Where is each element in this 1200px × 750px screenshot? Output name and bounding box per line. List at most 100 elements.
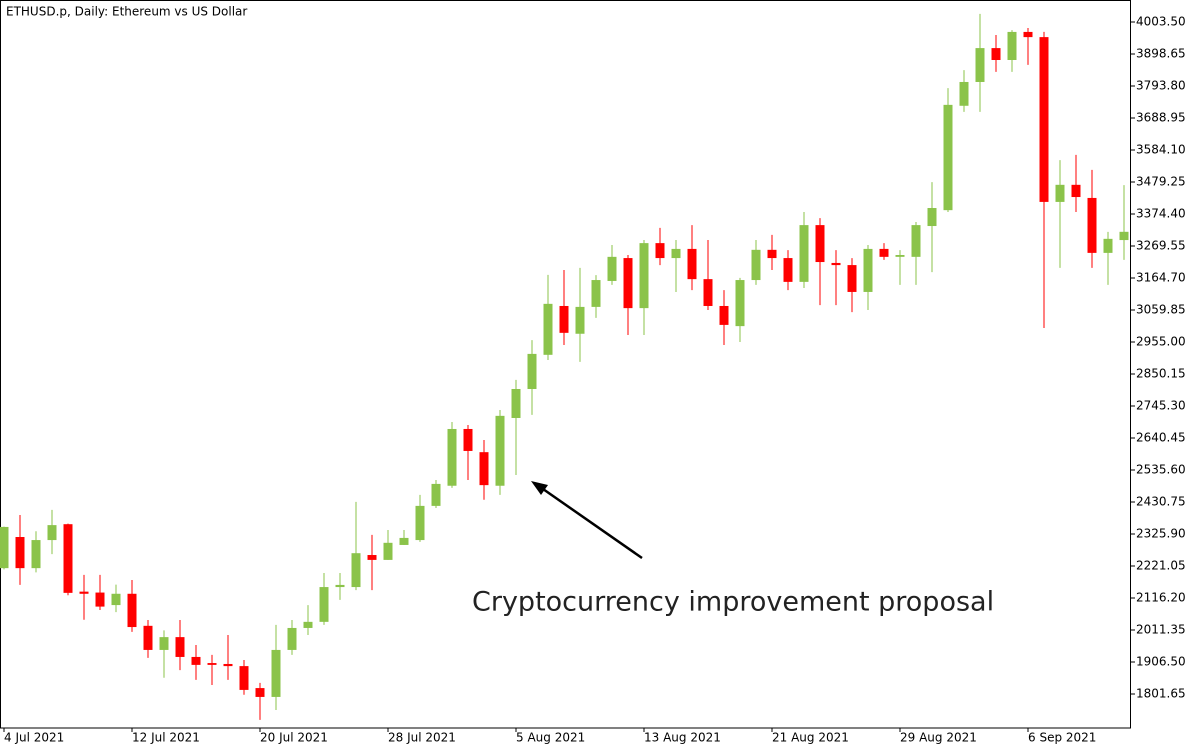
candle-body [735,280,745,327]
candle-body [63,524,73,593]
candle-body [623,258,633,309]
candle-body [847,265,857,292]
plot-frame [0,0,1131,729]
candle-body [367,555,377,560]
y-tick-label: 3479.25 [1136,175,1186,189]
arrow-head [531,481,548,495]
candle-body [1119,231,1129,241]
x-tick-label: 4 Jul 2021 [4,731,64,745]
candle-body [687,248,697,280]
y-tick-label: 2535.60 [1136,462,1186,476]
candle-body [591,280,601,307]
x-tick-label: 5 Aug 2021 [516,731,585,745]
y-tick-label: 2955.00 [1136,334,1186,348]
candle-body [31,540,41,569]
candle-body [143,625,153,650]
candle-body [975,48,985,82]
candle-body [783,258,793,282]
candle-body [79,591,89,594]
y-tick-label: 3164.70 [1136,270,1186,284]
y-tick-label: 3793.80 [1136,79,1186,93]
y-tick-label: 4003.50 [1136,15,1186,29]
candle-body [575,306,585,334]
candle-body [495,415,505,486]
y-tick-label: 3688.95 [1136,111,1186,125]
candle-body [511,388,521,418]
candle-body [815,225,825,263]
y-tick-label: 2745.30 [1136,398,1186,412]
candle-body [911,225,921,257]
candle-body [399,537,409,545]
y-tick-label: 2221.05 [1136,558,1186,572]
candle-body [287,627,297,650]
candle-body [671,248,681,259]
candle-body [527,353,537,389]
candle-body [0,526,9,569]
x-tick-label: 29 Aug 2021 [900,731,977,745]
candle-body [799,225,809,282]
candle-body [271,649,281,697]
candle-body [863,248,873,292]
candle-body [111,593,121,606]
candle-body [991,48,1001,61]
candle-body [319,587,329,622]
candle-body [47,525,57,541]
candle-body [1023,31,1033,38]
candle-body [351,553,361,588]
x-tick-label: 28 Jul 2021 [388,731,456,745]
candle-body [127,593,137,628]
x-tick-label: 6 Sep 2021 [1028,731,1096,745]
y-tick-label: 2430.75 [1136,494,1186,508]
annotation: Cryptocurrency improvement proposal [472,587,994,618]
candle-body [175,637,185,657]
candle-body [207,663,217,665]
y-tick-label: 2116.20 [1136,590,1186,604]
candle-body [1055,184,1065,202]
y-tick-label: 3059.85 [1136,302,1186,316]
chart-title: ETHUSD.p, Daily: Ethereum vs US Dollar [6,5,247,19]
y-tick-label: 2011.35 [1136,622,1186,636]
candle-body [1007,31,1017,61]
candle-body [479,452,489,486]
candle-body [95,592,105,607]
candle-body [255,688,265,697]
x-tick-label: 20 Jul 2021 [260,731,328,745]
candle-body [447,428,457,486]
candle-body [751,249,761,281]
y-tick-label: 2850.15 [1136,366,1186,380]
candle-body [191,656,201,665]
x-tick-label: 13 Aug 2021 [644,731,721,745]
candle-body [1087,197,1097,253]
candle-body [335,584,345,588]
candle-body [15,537,25,569]
candle-body [1103,238,1113,253]
candle-body [223,663,233,667]
y-tick-label: 3584.10 [1136,143,1186,157]
y-tick-label: 3898.65 [1136,47,1186,61]
candle-body [431,483,441,506]
candle-body [543,303,553,355]
candle-body [639,243,649,309]
candle-body [927,208,937,227]
candle-body [703,279,713,306]
y-tick-label: 1801.65 [1136,686,1186,700]
candle-body [1071,184,1081,198]
candle-body [559,305,569,333]
candle-body [415,505,425,541]
y-tick-label: 2325.90 [1136,526,1186,540]
x-tick-label: 12 Jul 2021 [132,731,200,745]
candle-body [655,243,665,259]
y-tick-label: 3269.55 [1136,238,1186,252]
candle-body [943,104,953,211]
annotation-arrow [542,487,643,560]
candle-body [607,256,617,281]
candle-body [303,621,313,628]
y-tick-label: 2640.45 [1136,430,1186,444]
candle-body [383,542,393,560]
y-tick-label: 1906.50 [1136,654,1186,668]
candle-body [879,248,889,257]
candle-body [767,249,777,259]
candle-body [719,305,729,325]
candle-body [463,428,473,451]
